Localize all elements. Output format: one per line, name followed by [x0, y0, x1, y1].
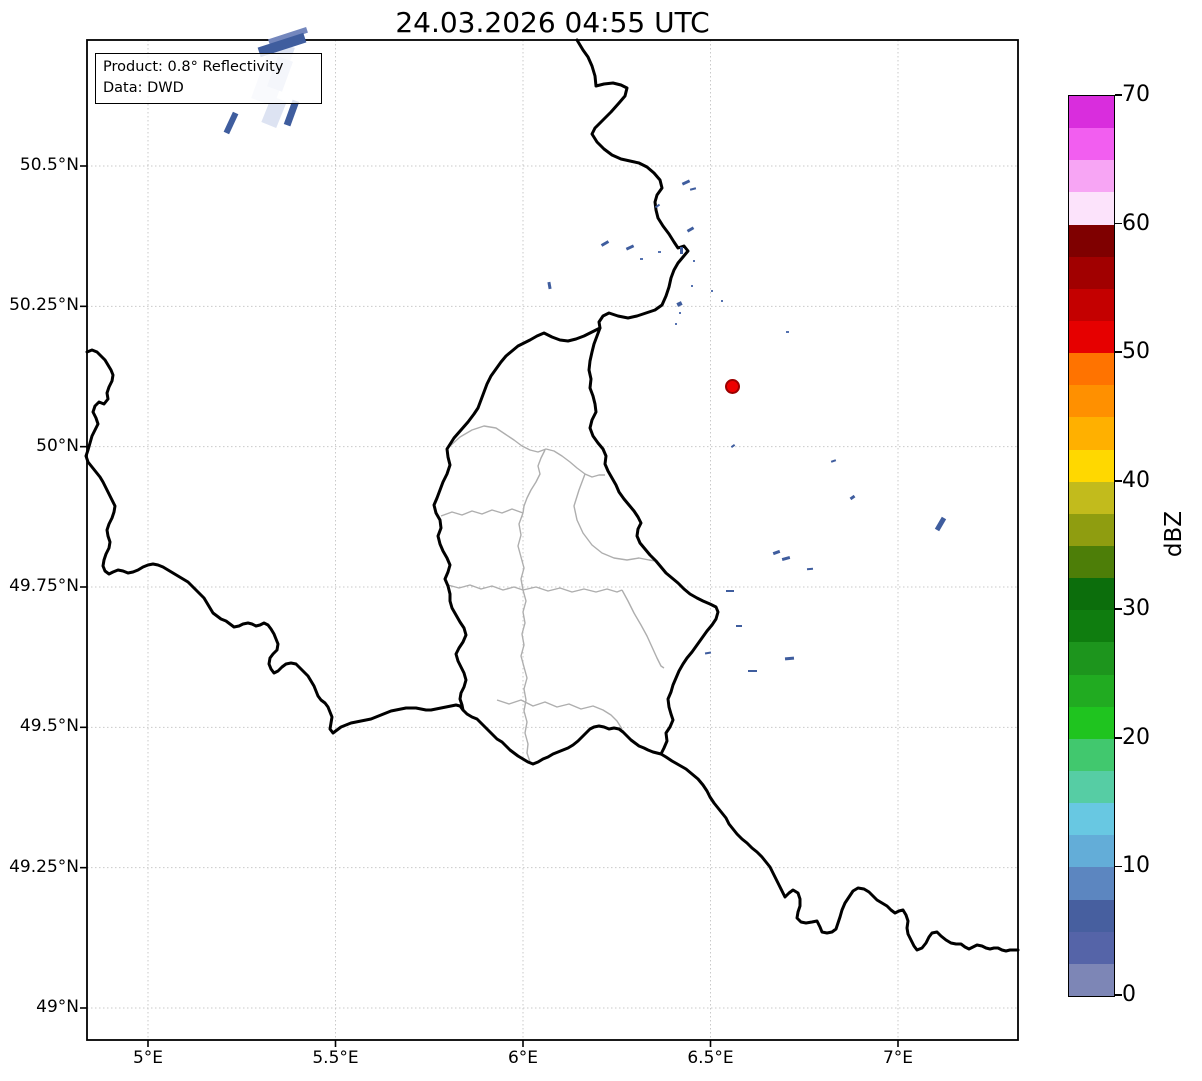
canton-border-north — [448, 425, 605, 478]
info-box-source: Data: DWD — [103, 80, 184, 97]
canton-border-mid-horizontal-east — [522, 586, 623, 593]
colorbar-tickmark — [1115, 865, 1122, 868]
colorbar-segment — [1069, 835, 1114, 868]
canton-border-mid-horizontal-west — [447, 584, 524, 591]
lon-tick-label: 7°E — [882, 1048, 914, 1068]
colorbar-tickmark — [1115, 94, 1122, 96]
lat-tick-label: 50°N — [36, 435, 79, 456]
colorbar-tickmark — [1115, 222, 1122, 225]
colorbar-segment — [1069, 963, 1114, 996]
colorbar-tickmark — [1115, 737, 1122, 739]
canton-borders — [440, 425, 665, 763]
lon-tick-label: 6°E — [507, 1048, 539, 1068]
lat-tick-label: 49.25°N — [9, 856, 79, 877]
border-be-fr — [84, 348, 465, 735]
colorbar-segment — [1069, 513, 1114, 546]
lon-tick-label: 6.5°E — [687, 1048, 734, 1068]
colorbar-segment — [1069, 353, 1114, 386]
canton-border-se-diagonal — [621, 589, 665, 669]
colorbar-segment — [1069, 931, 1114, 964]
colorbar-segment — [1069, 738, 1114, 771]
colorbar-tick-label: 20 — [1122, 724, 1150, 750]
colorbar-segment — [1069, 385, 1114, 418]
canton-border-south-horizontal — [496, 699, 623, 730]
colorbar-segment — [1069, 674, 1114, 707]
colorbar-segment — [1069, 417, 1114, 450]
colorbar — [1068, 95, 1115, 997]
colorbar-tickmark — [1115, 994, 1122, 996]
colorbar-segment — [1069, 160, 1114, 193]
colorbar-segment — [1069, 545, 1114, 579]
canton-border-west-horizontal — [440, 508, 524, 517]
lon-tick-label: 5°E — [132, 1048, 164, 1068]
canton-border-central-vertical — [517, 512, 531, 763]
colorbar-segment — [1069, 256, 1114, 289]
colorbar-tick-label: 30 — [1122, 596, 1150, 622]
colorbar-tick-label: 40 — [1122, 467, 1150, 493]
colorbar-segment — [1069, 320, 1114, 354]
info-box: Product: 0.8° Reflectivity Data: DWD — [95, 53, 322, 105]
colorbar-segment — [1069, 224, 1114, 257]
colorbar-segment — [1069, 96, 1114, 129]
colorbar-tick-label: 0 — [1122, 982, 1136, 1007]
colorbar-segment — [1069, 288, 1114, 321]
colorbar-segment — [1069, 770, 1114, 804]
colorbar-segment — [1069, 449, 1114, 482]
colorbar-tickmark — [1115, 351, 1122, 353]
colorbar-segment — [1069, 642, 1114, 675]
lat-tick-label: 49.75°N — [9, 575, 79, 596]
colorbar-tick-label: 60 — [1122, 210, 1150, 236]
colorbar-segment — [1069, 706, 1114, 739]
colorbar-segment — [1069, 192, 1114, 225]
colorbar-segment — [1069, 481, 1114, 514]
colorbar-tickmark — [1115, 608, 1122, 611]
plot-title: 24.03.2026 04:55 UTC — [395, 6, 710, 39]
axis-tick-marks — [80, 165, 899, 1047]
colorbar-segment — [1069, 610, 1114, 643]
colorbar-tick-label: 10 — [1122, 853, 1150, 879]
lat-tick-label: 50.5°N — [19, 155, 79, 175]
lat-tick-label: 49.5°N — [19, 716, 79, 737]
colorbar-segment — [1069, 899, 1114, 932]
border-de-be-lu-east-fr-de — [575, 38, 1020, 953]
country-borders — [84, 38, 1020, 953]
plot-frame — [86, 39, 1019, 1041]
colorbar-unit-label: dBZ — [1161, 510, 1187, 558]
colorbar-segment — [1069, 803, 1114, 836]
info-box-product: Product: 0.8° Reflectivity — [103, 59, 284, 75]
colorbar-tick-label: 70 — [1122, 82, 1150, 107]
lon-tick-label: 5.5°E — [312, 1048, 359, 1068]
colorbar-tickmark — [1115, 479, 1122, 482]
colorbar-tick-label: 50 — [1122, 339, 1150, 365]
canton-border-east-diagonal — [573, 473, 657, 562]
grid-lines — [87, 40, 1018, 1040]
colorbar-segment — [1069, 867, 1114, 900]
canton-border-wiltz — [522, 449, 546, 514]
lat-tick-label: 50.25°N — [9, 295, 79, 316]
lat-tick-label: 49°N — [36, 996, 79, 1017]
border-luxembourg-outline — [432, 326, 663, 766]
colorbar-segment — [1069, 128, 1114, 161]
colorbar-segment — [1069, 578, 1114, 611]
